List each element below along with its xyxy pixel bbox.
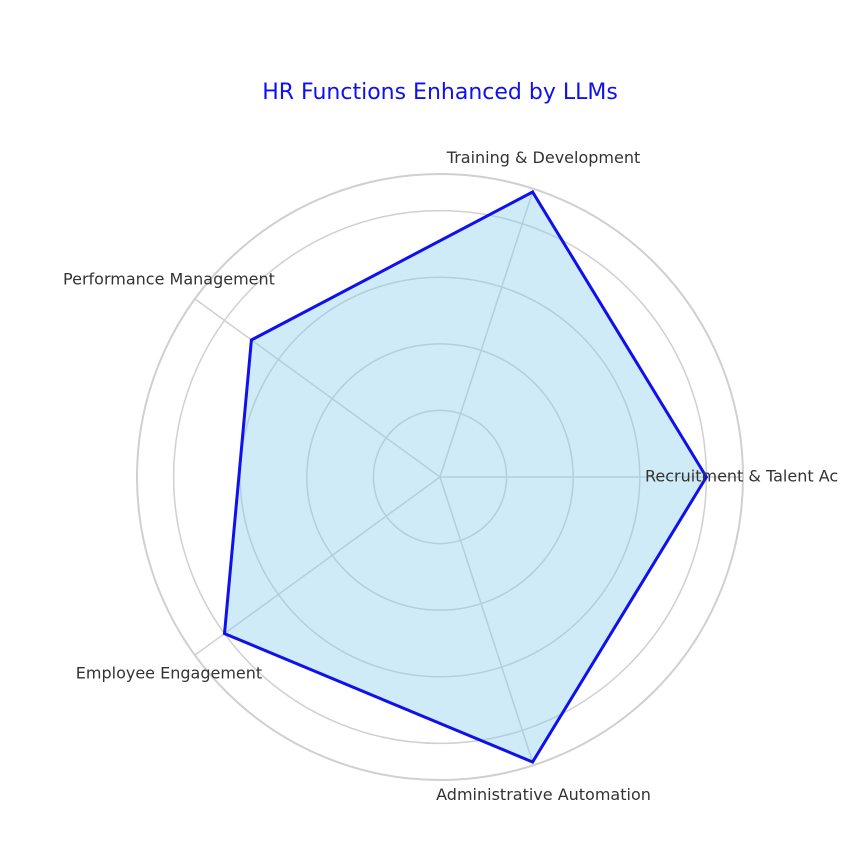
spoke: [194, 476, 441, 656]
spoke: [439, 188, 535, 478]
spoke: [194, 298, 441, 478]
category-label: Administrative Automation: [436, 785, 651, 804]
category-label: Employee Engagement: [76, 663, 262, 682]
radar-area: [224, 192, 707, 762]
chart-title: HR Functions Enhanced by LLMs: [262, 80, 618, 105]
radar-line: [222, 190, 709, 764]
category-label: Training & Development: [446, 148, 641, 167]
category-label: Performance Management: [63, 270, 275, 289]
category-label: Recruitment & Talent Ac: [645, 467, 838, 486]
spoke: [439, 476, 535, 766]
